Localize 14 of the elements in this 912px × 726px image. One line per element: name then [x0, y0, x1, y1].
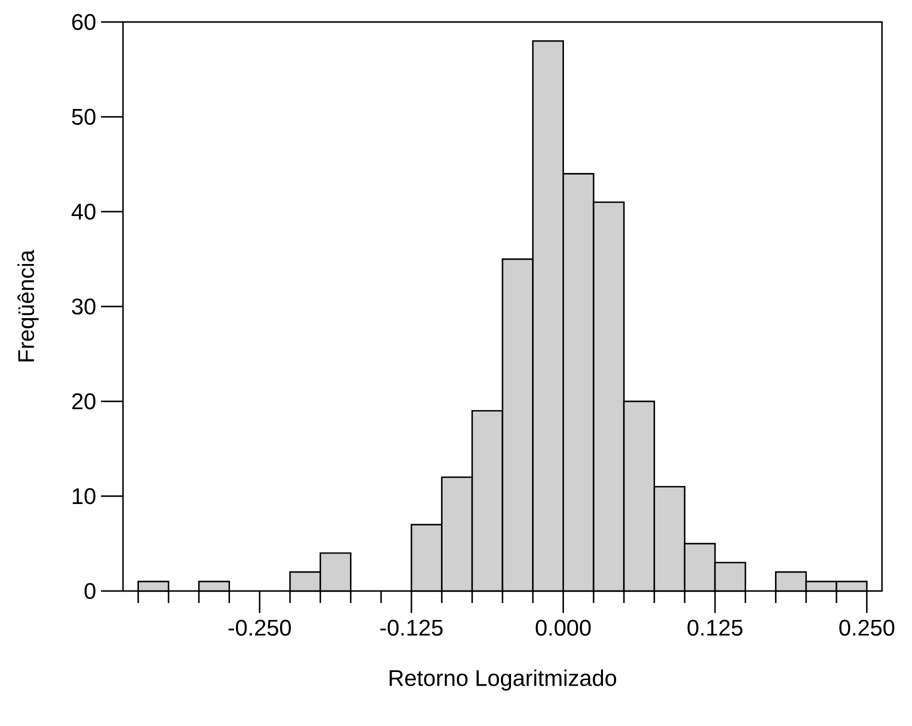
x-tick-label: 0.000 — [536, 620, 591, 636]
y-tick-label: 20 — [72, 393, 96, 410]
y-tick-label: 30 — [72, 298, 96, 315]
x-tick-label: -0.250 — [228, 620, 291, 636]
y-tick-label: 50 — [72, 108, 96, 125]
x-axis-title: Retorno Logaritmizado — [390, 669, 616, 691]
y-axis-title: Freqüência — [17, 250, 39, 362]
y-tick-label: 0 — [84, 582, 96, 600]
x-tick-label: 0.125 — [688, 620, 742, 636]
y-tick-label: 60 — [72, 14, 96, 30]
y-tick-label: 10 — [72, 488, 96, 504]
x-tick-label: -0.125 — [380, 620, 443, 636]
y-tick-label: 40 — [72, 204, 96, 220]
x-tick-label: 0.250 — [839, 620, 894, 636]
